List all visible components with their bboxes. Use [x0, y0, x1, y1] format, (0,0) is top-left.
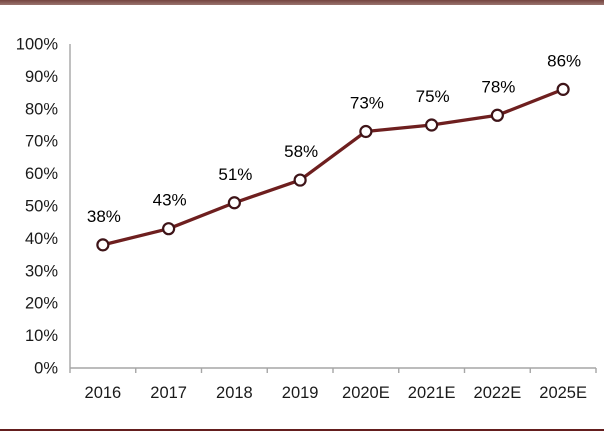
y-axis-tick-label: 20%	[25, 295, 58, 313]
bottom-accent-border	[0, 429, 604, 431]
y-axis-tick-label: 100%	[16, 36, 59, 54]
data-point-marker	[425, 118, 439, 132]
x-axis-tick-label: 2021E	[408, 384, 456, 402]
data-point-marker	[359, 124, 373, 139]
data-point-marker	[162, 222, 176, 236]
data-label: 58%	[284, 142, 318, 161]
y-axis-tick-label: 60%	[25, 165, 58, 183]
data-point-marker	[96, 238, 110, 252]
x-axis-tick-label: 2020E	[342, 384, 390, 402]
data-label: 73%	[350, 93, 384, 112]
data-point-marker	[490, 108, 504, 122]
series-line	[101, 87, 565, 247]
y-axis-tick-label: 30%	[25, 262, 58, 280]
data-label: 51%	[218, 165, 252, 184]
top-accent-border	[0, 0, 604, 5]
data-label: 43%	[153, 191, 187, 210]
y-axis-tick-label: 10%	[25, 327, 58, 345]
x-axis-tick-label: 2022E	[474, 384, 522, 402]
data-label: 38%	[87, 207, 121, 226]
x-axis-tick-label: 2018	[216, 384, 253, 402]
y-axis-tick-label: 80%	[25, 100, 58, 118]
data-point-marker	[227, 196, 241, 210]
y-axis-tick-label: 90%	[25, 68, 58, 86]
y-axis-tick-label: 50%	[25, 198, 58, 216]
data-point-marker	[556, 82, 570, 96]
y-axis-tick-label: 40%	[25, 230, 58, 248]
data-label: 75%	[416, 87, 450, 106]
y-axis-tick-label: 0%	[34, 360, 58, 378]
x-axis-tick-label: 2016	[85, 384, 122, 402]
x-axis-tick-label: 2017	[150, 384, 187, 402]
y-axis-tick-label: 70%	[25, 133, 58, 151]
data-point-marker	[293, 173, 307, 187]
x-axis-tick-label: 2025E	[539, 384, 587, 402]
x-axis-tick-label: 2019	[282, 384, 319, 402]
data-label: 86%	[547, 51, 581, 70]
data-label: 78%	[481, 77, 515, 96]
